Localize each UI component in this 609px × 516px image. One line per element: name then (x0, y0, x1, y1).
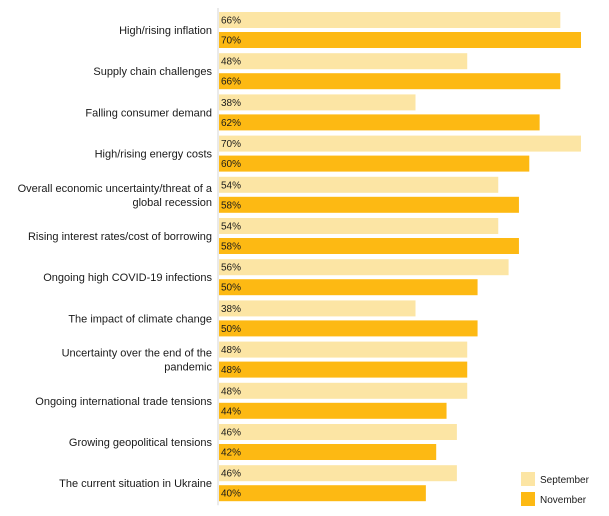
data-label: 48% (221, 386, 241, 397)
legend-swatch-november (521, 492, 535, 506)
bar-september (219, 341, 468, 358)
data-label: 48% (221, 57, 241, 68)
bar-september (219, 300, 416, 317)
bar-november (219, 485, 426, 502)
legend-swatch-september (521, 472, 535, 486)
category-label: Supply chain challenges (93, 66, 212, 78)
category-label-line: Supply chain challenges (93, 66, 212, 78)
data-label: 48% (221, 345, 241, 356)
data-label: 38% (221, 304, 241, 315)
category-label: Ongoing high COVID-19 infections (43, 272, 212, 284)
category-label: Uncertainty over the end of the pandemic (62, 348, 213, 374)
category-label-line: pandemic (164, 362, 212, 374)
category-label: Growing geopolitical tensions (69, 437, 213, 449)
category-label: Overall economic uncertainty/threat of a… (18, 183, 213, 209)
category-label-line: The current situation in Ukraine (59, 478, 212, 490)
bar-november (219, 279, 478, 296)
bar-november (219, 361, 468, 378)
category-label: The impact of climate change (68, 313, 212, 325)
bar-september (219, 12, 561, 28)
data-label: 66% (221, 77, 241, 88)
category-label: High/rising inflation (119, 25, 212, 37)
data-label: 70% (221, 36, 241, 47)
data-label: 46% (221, 469, 241, 480)
data-label: 38% (221, 98, 241, 109)
category-label-line: Ongoing high COVID-19 infections (43, 272, 212, 284)
bar-november (219, 114, 540, 131)
category-label: The current situation in Ukraine (59, 478, 212, 490)
data-label: 54% (221, 180, 241, 191)
data-label: 44% (221, 406, 241, 417)
bar-september (219, 218, 499, 234)
category-label: Falling consumer demand (85, 107, 212, 119)
data-label: 62% (221, 118, 241, 129)
data-label: 56% (221, 263, 241, 274)
category-label-line: Uncertainty over the end of the (62, 348, 212, 360)
bar-november (219, 196, 519, 213)
data-label: 48% (221, 365, 241, 376)
bar-september (219, 465, 457, 482)
bar-september (219, 424, 457, 440)
category-label-line: global recession (133, 197, 213, 209)
bar-september (219, 259, 509, 276)
bar-september (219, 135, 581, 152)
category-label: Ongoing international trade tensions (35, 396, 212, 408)
bar-november (219, 32, 581, 48)
bar-september (219, 382, 468, 399)
category-label-line: Falling consumer demand (85, 107, 212, 119)
category-label-line: Growing geopolitical tensions (69, 437, 213, 449)
category-label: Rising interest rates/cost of borrowing (28, 231, 212, 243)
bar-september (219, 94, 416, 111)
legend-label-november: November (540, 495, 587, 506)
bar-november (219, 73, 561, 90)
legend-label-september: September (540, 475, 590, 486)
bar-november (219, 238, 519, 254)
data-label: 66% (221, 16, 241, 27)
data-label: 58% (221, 242, 241, 253)
bar-november (219, 320, 478, 337)
bar-november (219, 444, 437, 460)
data-label: 58% (221, 200, 241, 211)
data-label: 60% (221, 159, 241, 170)
bar-september (219, 53, 468, 70)
data-label: 54% (221, 222, 241, 233)
category-label-line: The impact of climate change (68, 313, 212, 325)
data-label: 50% (221, 324, 241, 335)
category-label-line: High/rising energy costs (95, 149, 213, 161)
data-label: 50% (221, 283, 241, 294)
data-label: 46% (221, 428, 241, 439)
bar-september (219, 176, 499, 193)
category-label: High/rising energy costs (95, 149, 213, 161)
category-label-line: Overall economic uncertainty/threat of a (18, 183, 213, 195)
category-label-line: Ongoing international trade tensions (35, 396, 212, 408)
data-label: 70% (221, 139, 241, 150)
bar-november (219, 155, 530, 172)
data-label: 40% (221, 489, 241, 500)
bar-november (219, 402, 447, 419)
category-label-line: High/rising inflation (119, 25, 212, 37)
data-label: 42% (221, 448, 241, 459)
category-label-line: Rising interest rates/cost of borrowing (28, 231, 212, 243)
